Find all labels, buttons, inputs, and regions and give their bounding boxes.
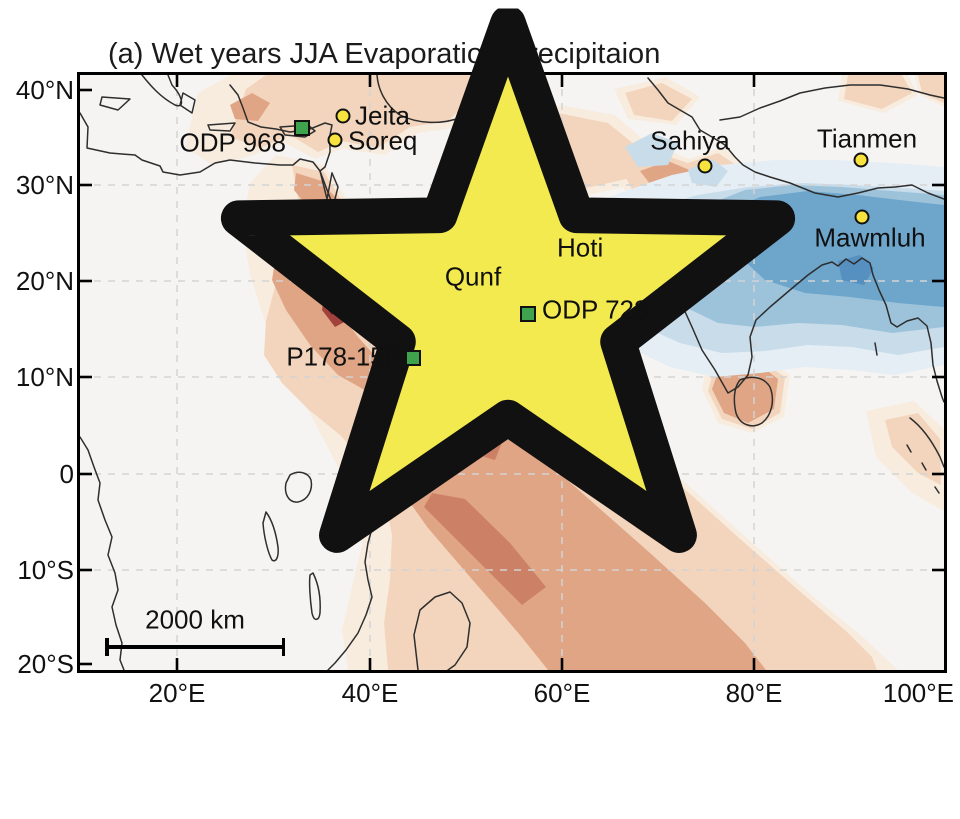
site-marker-jeita [335,108,351,124]
island-1 [906,444,912,453]
coastline-italy [141,75,183,107]
coastline-crete [207,122,236,132]
panel-title: (a) Wet years JJA Evaporation-Precipitai… [108,38,661,70]
coastline-sri-lanka [733,376,774,427]
lake-malawi [308,572,321,621]
lake-victoria [284,471,313,503]
y-tick-label-10s: 10°S [17,555,74,585]
site-marker-odp723 [520,306,536,322]
site-label-qunf: Qunf [444,261,502,292]
site-label-sahiya: Sahiya [650,125,730,156]
y-tick-label-20s: 20°S [17,649,74,679]
site-marker-qunf-star-icon [220,8,796,553]
site-marker-mawmluh [854,209,870,225]
site-label-soreq: Soreq [348,125,418,156]
site-marker-soreq [327,132,343,148]
coastline-sicily [99,96,131,111]
x-tick-label-100e: 100°E [882,678,954,708]
x-tick-label-40e: 40°E [341,678,399,708]
site-label-jeita: Jeita [355,100,410,131]
x-tick-label-80e: 80°E [725,678,783,708]
scale-bar-line [105,645,285,649]
site-marker-tianmen [853,152,869,168]
y-tick-label-10n: 10°N [15,362,74,392]
scale-bar-cap-left [105,638,109,656]
coastline-north-africa-levant [80,84,333,176]
y-tick-label-20n: 20°N [15,266,74,296]
island-3 [934,486,940,494]
site-marker-sahiya [697,158,713,174]
y-tick-label-30n: 30°N [15,170,74,200]
site-label-mawmluh: Mawmluh [814,222,926,253]
coastline-west-africa [80,436,125,670]
site-label-tianmen: Tianmen [816,123,918,154]
andaman-islands [874,342,878,356]
scale-bar-label: 2000 km [145,604,245,635]
lake-tanganyika [262,511,279,562]
site-label-p178-15p: P178-15P [286,341,402,372]
site-marker-odp968 [294,120,310,136]
coastline-greece [179,92,196,114]
scale-bar-cap-right [281,638,285,656]
site-label-hoti: Hoti [557,232,604,263]
coastline-sinai [319,170,333,200]
site-marker-p178-15p [405,350,421,366]
graticule [80,75,944,670]
site-label-odp723: ODP 723 [542,294,649,325]
x-tick-label-20e: 20°E [148,678,206,708]
axis-ticks [80,75,944,670]
coastline-madagascar [413,591,471,670]
y-tick-label-40n: 40°N [15,75,74,105]
site-label-odp968: ODP 968 [179,127,286,158]
map-panel: Jeita Soreq ODP 968 Sahiya Tianmen Mawml… [77,8,947,673]
y-tick-label-0: 0 [59,459,74,489]
x-tick-label-60e: 60°E [533,678,591,708]
himalaya-front-line [647,77,944,200]
tibet-north-line [719,84,944,121]
scale-bar [105,638,285,656]
island-2 [921,462,927,471]
coastline-sumatra [909,417,944,468]
